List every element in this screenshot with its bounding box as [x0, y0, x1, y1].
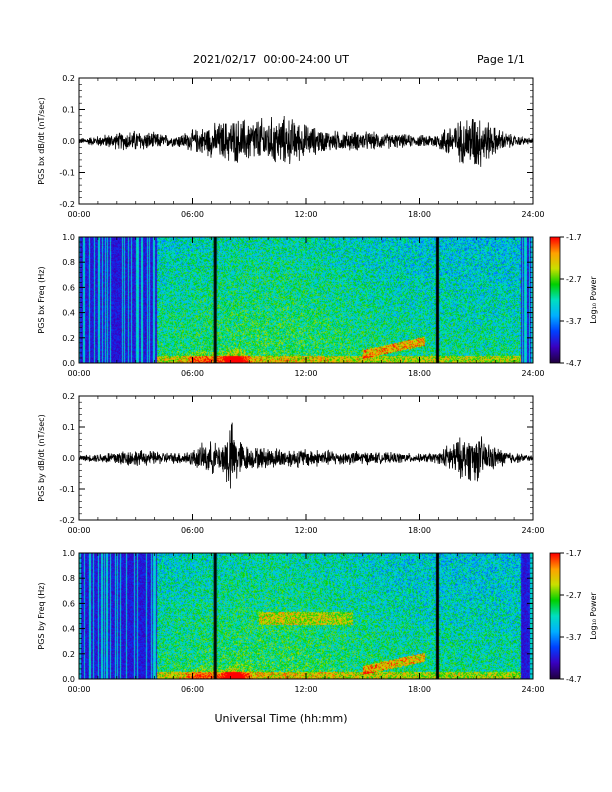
- colorbar-tick-label: -1.7: [566, 549, 582, 558]
- x-tick-label: 06:00: [181, 526, 204, 535]
- x-tick-label: 00:00: [67, 685, 90, 694]
- x-axis-label: Universal Time (hh:mm): [215, 712, 348, 725]
- y-tick-label: 0.2: [62, 392, 75, 401]
- y-tick-label: 0.2: [62, 74, 75, 83]
- y-tick-label: 0.8: [62, 258, 75, 267]
- y-tick-label: 0.4: [62, 625, 75, 634]
- x-tick-label: 00:00: [67, 526, 90, 535]
- x-ticks: 00:00 06:00 12:00 18:00 24:00: [67, 78, 545, 219]
- panel-by-waveform: 0.2 0.1 0.0 -0.1 -0.2 00:00 06:00 12:00 18:00 24…: [37, 392, 545, 535]
- x-tick-label: 06:00: [181, 369, 204, 378]
- y-axis-label: PGS by Freq (Hz): [37, 582, 46, 649]
- x-tick-label: 12:00: [294, 369, 317, 378]
- y-ticks: 1.0 0.8 0.6 0.4 0.2 0.0: [62, 233, 533, 368]
- y-ticks: 1.0 0.8 0.6 0.4 0.2 0.0: [62, 549, 533, 684]
- panel-bx-waveform: 0.2 0.1 0.0 -0.1 -0.2 00:00 06:00 12:00 18:00 24…: [37, 74, 545, 219]
- x-ticks: 00:00 06:00 12:00 18:00 24:00: [67, 237, 545, 378]
- y-tick-label: 1.0: [62, 233, 75, 242]
- x-tick-label: 18:00: [408, 369, 431, 378]
- x-tick-label: 12:00: [294, 685, 317, 694]
- y-axis-label: PGS bx dB/dt (nT/sec): [37, 97, 46, 184]
- y-tick-label: 0.2: [62, 650, 75, 659]
- x-tick-label: 18:00: [408, 685, 431, 694]
- x-tick-label: 24:00: [521, 685, 544, 694]
- colorbar-tick-label: -3.7: [566, 317, 582, 326]
- x-tick-label: 00:00: [67, 210, 90, 219]
- colorbar-label: Log₁₀ Power: [589, 276, 598, 324]
- y-tick-label: 0.0: [62, 137, 75, 146]
- y-tick-label: 0.4: [62, 309, 75, 318]
- y-tick-label: -0.1: [59, 169, 75, 178]
- y-tick-label: 0.0: [62, 359, 75, 368]
- x-ticks: 00:00 06:00 12:00 18:00 24:00: [67, 553, 545, 694]
- x-tick-label: 24:00: [521, 369, 544, 378]
- colorbar-ticks: -1.7 -2.7 -3.7 -4.7: [560, 549, 582, 684]
- spectrogram-image: [79, 237, 533, 363]
- colorbar-tick-label: -3.7: [566, 633, 582, 642]
- panel-by-spectrogram: 1.0 0.8 0.6 0.4 0.2 0.0 00:00 06:00 12:00 18:00 2…: [37, 549, 598, 694]
- colorbar: -1.7 -2.7 -3.7 -4.7 Log₁₀ Power: [549, 549, 598, 684]
- colorbar-ticks: -1.7 -2.7 -3.7 -4.7: [560, 233, 582, 368]
- y-tick-label: -0.2: [59, 200, 75, 209]
- y-tick-label: -0.2: [59, 516, 75, 525]
- y-tick-label: 0.1: [62, 423, 75, 432]
- x-tick-label: 12:00: [294, 526, 317, 535]
- y-axis-label: PGS bx Freq (Hz): [37, 266, 46, 333]
- colorbar-frame: [549, 236, 561, 364]
- y-tick-label: 1.0: [62, 549, 75, 558]
- x-tick-label: 06:00: [181, 685, 204, 694]
- y-ticks: 0.2 0.1 0.0 -0.1 -0.2: [59, 74, 533, 209]
- x-tick-label: 06:00: [181, 210, 204, 219]
- page-number: Page 1/1: [477, 53, 525, 66]
- waveform-line: [78, 422, 534, 489]
- page-title: 2021/02/17 00:00-24:00 UT: [193, 53, 350, 66]
- colorbar-tick-label: -2.7: [566, 591, 582, 600]
- colorbar-tick-label: -1.7: [566, 233, 582, 242]
- y-tick-label: -0.1: [59, 485, 75, 494]
- y-tick-label: 0.2: [62, 334, 75, 343]
- waveform-line: [78, 115, 534, 167]
- y-tick-label: 0.6: [62, 283, 75, 292]
- x-tick-label: 12:00: [294, 210, 317, 219]
- colorbar-tick-label: -4.7: [566, 359, 582, 368]
- y-ticks: 0.2 0.1 0.0 -0.1 -0.2: [59, 392, 533, 525]
- panel-bx-spectrogram: 1.0 0.8 0.6 0.4 0.2 0.0 00:00 06:00 12:00 18:00 2…: [37, 233, 598, 378]
- colorbar-tick-label: -2.7: [566, 275, 582, 284]
- y-tick-label: 0.6: [62, 599, 75, 608]
- x-tick-label: 18:00: [408, 210, 431, 219]
- y-tick-label: 0.1: [62, 106, 75, 115]
- y-tick-label: 0.8: [62, 574, 75, 583]
- colorbar-label: Log₁₀ Power: [589, 592, 598, 640]
- x-tick-label: 18:00: [408, 526, 431, 535]
- y-tick-label: 0.0: [62, 675, 75, 684]
- colorbar-frame: [549, 552, 561, 680]
- spectrogram-image: [79, 553, 533, 679]
- colorbar: -1.7 -2.7 -3.7 -4.7 Log₁₀ Power: [549, 233, 598, 368]
- x-tick-label: 00:00: [67, 369, 90, 378]
- x-tick-label: 24:00: [521, 210, 544, 219]
- x-ticks: 00:00 06:00 12:00 18:00 24:00: [67, 396, 545, 535]
- y-tick-label: 0.0: [62, 454, 75, 463]
- x-tick-label: 24:00: [521, 526, 544, 535]
- y-axis-label: PGS by dB/dt (nT/sec): [37, 414, 46, 501]
- colorbar-tick-label: -4.7: [566, 675, 582, 684]
